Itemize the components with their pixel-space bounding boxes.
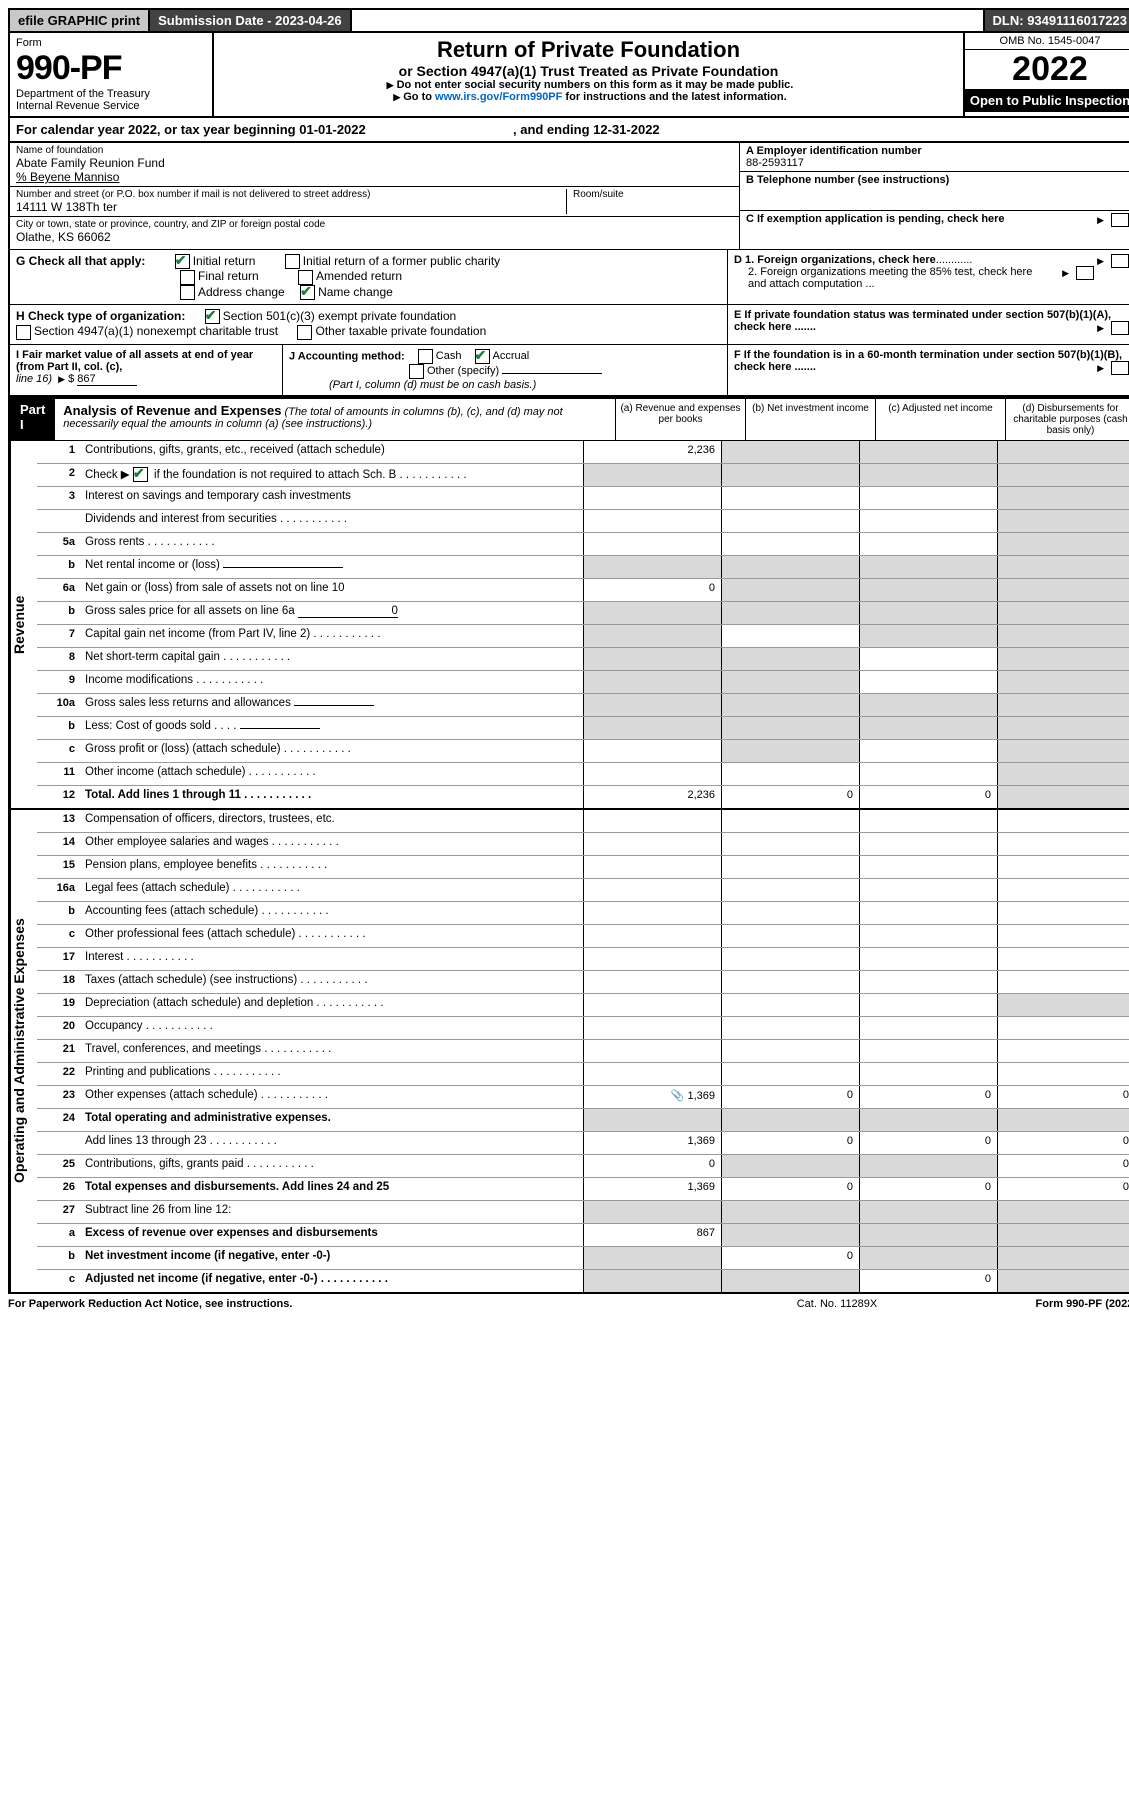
omb-number: OMB No. 1545-0047 bbox=[965, 33, 1129, 50]
expenses-sidelabel: Operating and Administrative Expenses bbox=[10, 810, 37, 1292]
chk-sch-b[interactable] bbox=[133, 467, 148, 482]
chk-501c3[interactable] bbox=[205, 309, 220, 324]
chk-f[interactable] bbox=[1111, 361, 1129, 375]
form-footer-label: Form 990-PF (2022) bbox=[937, 1298, 1129, 1310]
city-label: City or town, state or province, country… bbox=[16, 219, 733, 230]
tax-year: 2022 bbox=[965, 50, 1129, 89]
efile-topbar: efile GRAPHIC print Submission Date - 20… bbox=[8, 8, 1129, 33]
care-of: % Beyene Manniso bbox=[16, 170, 733, 184]
col-d-header: (d) Disbursements for charitable purpose… bbox=[1005, 399, 1129, 440]
open-to-public: Open to Public Inspection bbox=[965, 89, 1129, 112]
chk-e[interactable] bbox=[1111, 321, 1129, 335]
col-c-header: (c) Adjusted net income bbox=[875, 399, 1005, 440]
chk-other-method[interactable] bbox=[409, 364, 424, 379]
irs-link[interactable]: www.irs.gov/Form990PF bbox=[435, 91, 562, 103]
section-e: E If private foundation status was termi… bbox=[727, 305, 1129, 344]
part1-label: Part I bbox=[10, 399, 55, 440]
form-instruction-2: Go to www.irs.gov/Form990PF for instruct… bbox=[224, 91, 953, 103]
dept-treasury: Department of the Treasury bbox=[16, 88, 150, 100]
expenses-table: Operating and Administrative Expenses 13… bbox=[8, 810, 1129, 1294]
col-a-header: (a) Revenue and expenses per books bbox=[615, 399, 745, 440]
submission-date: Submission Date - 2023-04-26 bbox=[150, 10, 352, 31]
calendar-year-row: For calendar year 2022, or tax year begi… bbox=[8, 118, 1129, 143]
exemption-checkbox[interactable] bbox=[1111, 213, 1129, 227]
address-label: Number and street (or P.O. box number if… bbox=[16, 189, 566, 200]
section-d: D 1. Foreign organizations, check here..… bbox=[727, 250, 1129, 304]
city-state-zip: Olathe, KS 66062 bbox=[16, 230, 733, 244]
efile-graphic-print: efile GRAPHIC print bbox=[10, 10, 150, 31]
ein-label: A Employer identification number bbox=[746, 145, 922, 157]
section-i: I Fair market value of all assets at end… bbox=[10, 345, 283, 395]
section-h: H Check type of organization: Section 50… bbox=[10, 305, 727, 344]
ein-value: 88-2593117 bbox=[746, 157, 804, 169]
section-j: J Accounting method: Cash Accrual Other … bbox=[283, 345, 727, 395]
attachment-icon[interactable] bbox=[671, 1090, 685, 1102]
chk-d2[interactable] bbox=[1076, 266, 1094, 280]
form-label: Form bbox=[16, 37, 42, 49]
chk-final-return[interactable] bbox=[180, 270, 195, 285]
foundation-name: Abate Family Reunion Fund bbox=[16, 156, 733, 170]
page-footer: For Paperwork Reduction Act Notice, see … bbox=[8, 1294, 1129, 1310]
form-number: 990-PF bbox=[16, 49, 122, 87]
identification-block: Name of foundation Abate Family Reunion … bbox=[8, 143, 1129, 250]
chk-initial-return[interactable] bbox=[175, 254, 190, 269]
irs-label: Internal Revenue Service bbox=[16, 100, 140, 112]
form-header: Form 990-PF Department of the Treasury I… bbox=[8, 33, 1129, 118]
form-subtitle: or Section 4947(a)(1) Trust Treated as P… bbox=[224, 63, 953, 79]
chk-4947[interactable] bbox=[16, 325, 31, 340]
chk-name-change[interactable] bbox=[300, 285, 315, 300]
catalog-number: Cat. No. 11289X bbox=[737, 1298, 937, 1310]
fmv-amount: 867 bbox=[77, 373, 137, 386]
section-f: F If the foundation is in a 60-month ter… bbox=[727, 345, 1129, 395]
name-label: Name of foundation bbox=[16, 145, 733, 156]
chk-initial-former[interactable] bbox=[285, 254, 300, 269]
chk-cash[interactable] bbox=[418, 349, 433, 364]
phone-label: B Telephone number (see instructions) bbox=[746, 174, 949, 186]
chk-address-change[interactable] bbox=[180, 285, 195, 300]
revenue-table: Revenue 1Contributions, gifts, grants, e… bbox=[8, 441, 1129, 810]
chk-d1[interactable] bbox=[1111, 254, 1129, 268]
chk-other-taxable[interactable] bbox=[297, 325, 312, 340]
room-label: Room/suite bbox=[573, 189, 733, 200]
address: 14111 W 138Th ter bbox=[16, 200, 566, 214]
col-b-header: (b) Net investment income bbox=[745, 399, 875, 440]
form-title: Return of Private Foundation bbox=[224, 37, 953, 63]
form-instruction-1: Do not enter social security numbers on … bbox=[224, 79, 953, 91]
section-g: G Check all that apply: Initial return I… bbox=[10, 250, 727, 304]
dln: DLN: 93491116017223 bbox=[983, 10, 1129, 31]
paperwork-notice: For Paperwork Reduction Act Notice, see … bbox=[8, 1298, 737, 1310]
revenue-sidelabel: Revenue bbox=[10, 441, 37, 808]
chk-accrual[interactable] bbox=[475, 349, 490, 364]
part1-header: Part I Analysis of Revenue and Expenses … bbox=[8, 397, 1129, 441]
exemption-pending-label: C If exemption application is pending, c… bbox=[746, 213, 1005, 225]
